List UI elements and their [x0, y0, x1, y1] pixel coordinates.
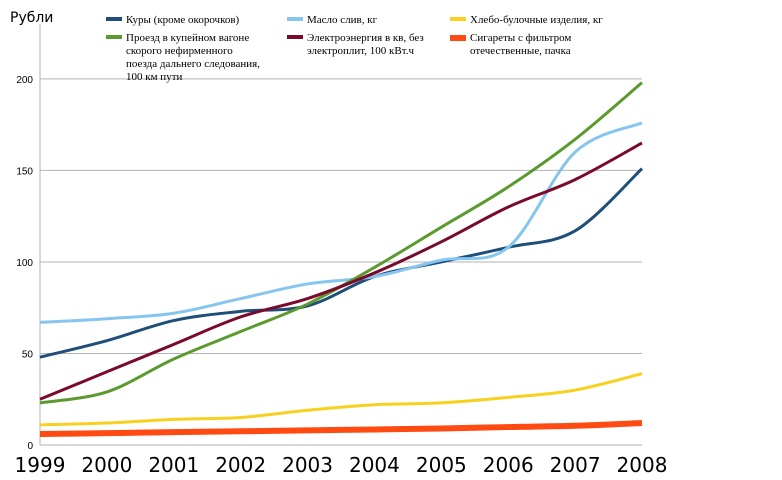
y-tick-label: 50 — [22, 349, 34, 360]
series-line-3 — [39, 372, 643, 427]
series-lines — [39, 81, 644, 438]
legend-label: отечественные, пачка — [470, 45, 571, 57]
x-tick-label: 2003 — [282, 453, 333, 477]
gridlines — [40, 78, 642, 446]
legend-swatch — [450, 17, 466, 21]
legend-label: электроплит, 100 кВт.ч — [307, 45, 414, 57]
series-line-5 — [39, 141, 643, 401]
y-tick-labels: 0 50 100 150 200 — [16, 75, 33, 452]
legend-label: Сигареты с фильтром — [470, 32, 571, 44]
x-tick-label: 2002 — [215, 453, 266, 477]
y-axis-label: Рубли — [10, 10, 53, 26]
legend-label: Электроэнергия в кв, без — [307, 32, 424, 44]
legend-label: Куры (кроме окорочков) — [126, 14, 240, 26]
legend-label: скорого нефирменного — [126, 45, 233, 57]
series-line-2 — [39, 121, 643, 324]
legend-label: Хлебо-булочные изделия, кг — [470, 14, 603, 26]
x-tick-label: 1999 — [15, 453, 66, 477]
y-tick-label: 150 — [16, 166, 33, 177]
x-tick-label: 2005 — [416, 453, 467, 477]
legend-swatch — [106, 35, 122, 39]
x-tick-label: 2006 — [483, 453, 534, 477]
legend-swatch — [106, 17, 122, 21]
series-line-4 — [39, 81, 643, 405]
y-tick-label: 100 — [16, 258, 33, 269]
series-line-1 — [39, 167, 644, 359]
x-tick-label: 2008 — [617, 453, 668, 477]
legend: Куры (кроме окорочков) Масло слив, кг Хлеб… — [106, 14, 603, 83]
series-line-6 — [39, 420, 643, 438]
legend-swatch — [287, 35, 303, 39]
legend-label: Масло слив, кг — [307, 14, 378, 26]
legend-label: 100 км пути — [126, 71, 182, 83]
y-tick-label: 0 — [27, 441, 33, 452]
legend-swatch — [450, 35, 466, 41]
x-tick-label: 2007 — [550, 453, 601, 477]
legend-label: поезда дальнего следования, — [126, 58, 260, 70]
x-tick-label: 2004 — [349, 453, 400, 477]
y-tick-label: 200 — [16, 75, 33, 86]
x-tick-label: 2000 — [81, 453, 132, 477]
legend-label: Проезд в купейном вагоне — [126, 32, 249, 44]
x-tick-label: 2001 — [148, 453, 199, 477]
x-tick-labels: 1999 2000 2001 2002 2003 2004 2005 2006 2007 2008 — [15, 453, 668, 477]
legend-swatch — [287, 17, 303, 21]
